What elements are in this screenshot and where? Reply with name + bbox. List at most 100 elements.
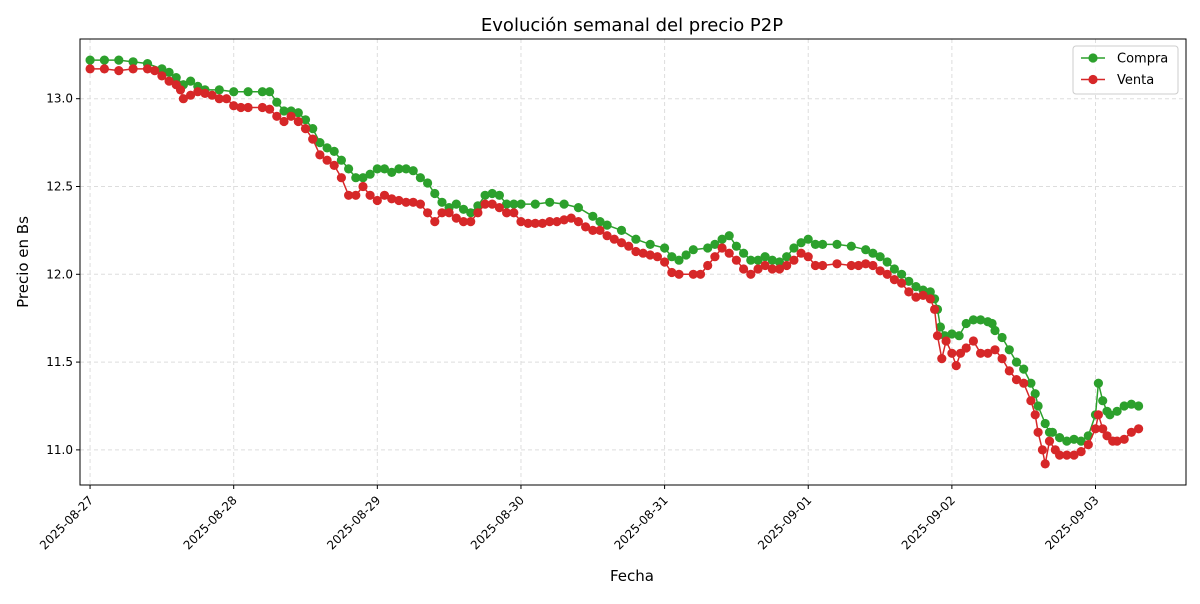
data-point-venta	[142, 64, 153, 74]
data-point-compra	[157, 64, 167, 74]
data-point-compra	[990, 325, 1000, 336]
y-axis: 11.0 11.5 12.0 12.5 13.0	[46, 92, 80, 457]
data-point-venta	[897, 278, 907, 288]
data-point-compra	[868, 248, 878, 258]
data-point-compra	[1019, 364, 1029, 374]
data-point-venta	[581, 222, 591, 232]
data-point-compra	[365, 169, 375, 179]
data-point-venta	[925, 294, 935, 304]
data-point-venta	[207, 90, 217, 100]
data-point-compra	[1004, 345, 1014, 355]
data-point-venta	[588, 225, 598, 235]
data-point-compra	[674, 255, 684, 265]
data-point-venta	[236, 102, 246, 113]
data-point-compra	[423, 178, 433, 188]
y-axis-label: Precio en Bs	[14, 216, 32, 308]
data-point-compra	[976, 315, 986, 325]
data-point-compra	[545, 197, 555, 207]
data-point-compra	[724, 231, 734, 241]
data-point-venta	[473, 208, 483, 218]
data-point-compra	[1055, 433, 1065, 443]
data-point-compra	[588, 211, 598, 221]
data-point-venta	[394, 195, 404, 206]
data-point-venta	[523, 218, 533, 228]
data-point-compra	[935, 322, 946, 332]
y-tick-label: 11.5	[46, 355, 73, 369]
data-point-venta	[774, 264, 785, 274]
data-point-compra	[473, 201, 483, 211]
data-point-compra	[257, 87, 267, 97]
data-point-venta	[401, 197, 411, 207]
data-point-compra	[502, 199, 512, 209]
data-point-venta	[861, 259, 871, 269]
data-point-venta	[624, 241, 634, 251]
data-point-compra	[1105, 410, 1115, 420]
data-point-venta	[710, 252, 720, 262]
data-point-venta	[458, 217, 469, 227]
data-point-venta	[832, 259, 842, 269]
data-point-venta	[997, 354, 1007, 364]
x-axis-label: Fecha	[610, 567, 654, 585]
data-point-compra	[487, 188, 497, 199]
data-point-compra	[631, 234, 641, 244]
data-point-compra	[774, 257, 785, 267]
data-point-venta	[911, 292, 921, 302]
data-point-compra	[832, 239, 842, 249]
data-point-compra	[861, 245, 871, 255]
data-point-venta	[545, 217, 555, 227]
series-venta	[85, 64, 1144, 469]
data-point-venta	[214, 94, 224, 104]
data-point-venta	[602, 231, 612, 241]
data-point-compra	[703, 243, 713, 253]
data-point-compra	[394, 164, 404, 174]
data-point-venta	[1030, 410, 1040, 420]
data-point-venta	[1062, 450, 1072, 460]
data-point-compra	[530, 199, 540, 209]
data-point-compra	[480, 190, 490, 200]
data-point-venta	[1037, 445, 1047, 455]
data-point-compra	[401, 164, 411, 174]
data-point-venta	[731, 255, 742, 265]
data-point-venta	[631, 246, 641, 257]
data-point-compra	[336, 155, 346, 165]
data-point-compra	[315, 138, 325, 148]
data-point-venta	[315, 150, 325, 160]
data-point-compra	[99, 55, 109, 65]
data-point-compra	[494, 190, 504, 200]
data-point-venta	[566, 213, 576, 223]
data-point-venta	[178, 94, 188, 104]
data-point-compra	[329, 146, 339, 156]
data-point-compra	[415, 173, 425, 183]
data-point-venta	[717, 243, 727, 253]
data-point-compra	[372, 164, 382, 174]
data-point-venta	[502, 208, 512, 218]
data-point-venta	[803, 252, 813, 262]
data-point-venta	[968, 336, 979, 346]
data-point-venta	[516, 217, 526, 227]
data-point-compra	[351, 173, 361, 183]
data-point-compra	[846, 241, 856, 251]
data-point-venta	[868, 260, 878, 271]
data-point-compra	[889, 264, 900, 274]
data-point-compra	[85, 55, 95, 65]
data-point-compra	[1119, 401, 1129, 411]
data-point-compra	[925, 287, 935, 297]
data-point-compra	[997, 332, 1007, 343]
data-point-venta	[509, 208, 519, 218]
data-point-venta	[128, 64, 138, 74]
data-point-compra	[746, 255, 756, 265]
data-point-venta	[415, 199, 425, 209]
data-point-venta	[937, 354, 947, 364]
data-point-venta	[1040, 459, 1050, 469]
data-point-compra	[810, 239, 821, 249]
data-point-compra	[667, 252, 677, 262]
data-point-venta	[616, 238, 627, 248]
data-point-compra	[559, 199, 569, 209]
data-point-compra	[1069, 434, 1079, 444]
data-point-venta	[1044, 436, 1055, 446]
data-point-venta	[175, 85, 186, 95]
series-layer	[85, 55, 1144, 469]
data-point-venta	[300, 124, 311, 134]
data-point-venta	[466, 217, 476, 227]
